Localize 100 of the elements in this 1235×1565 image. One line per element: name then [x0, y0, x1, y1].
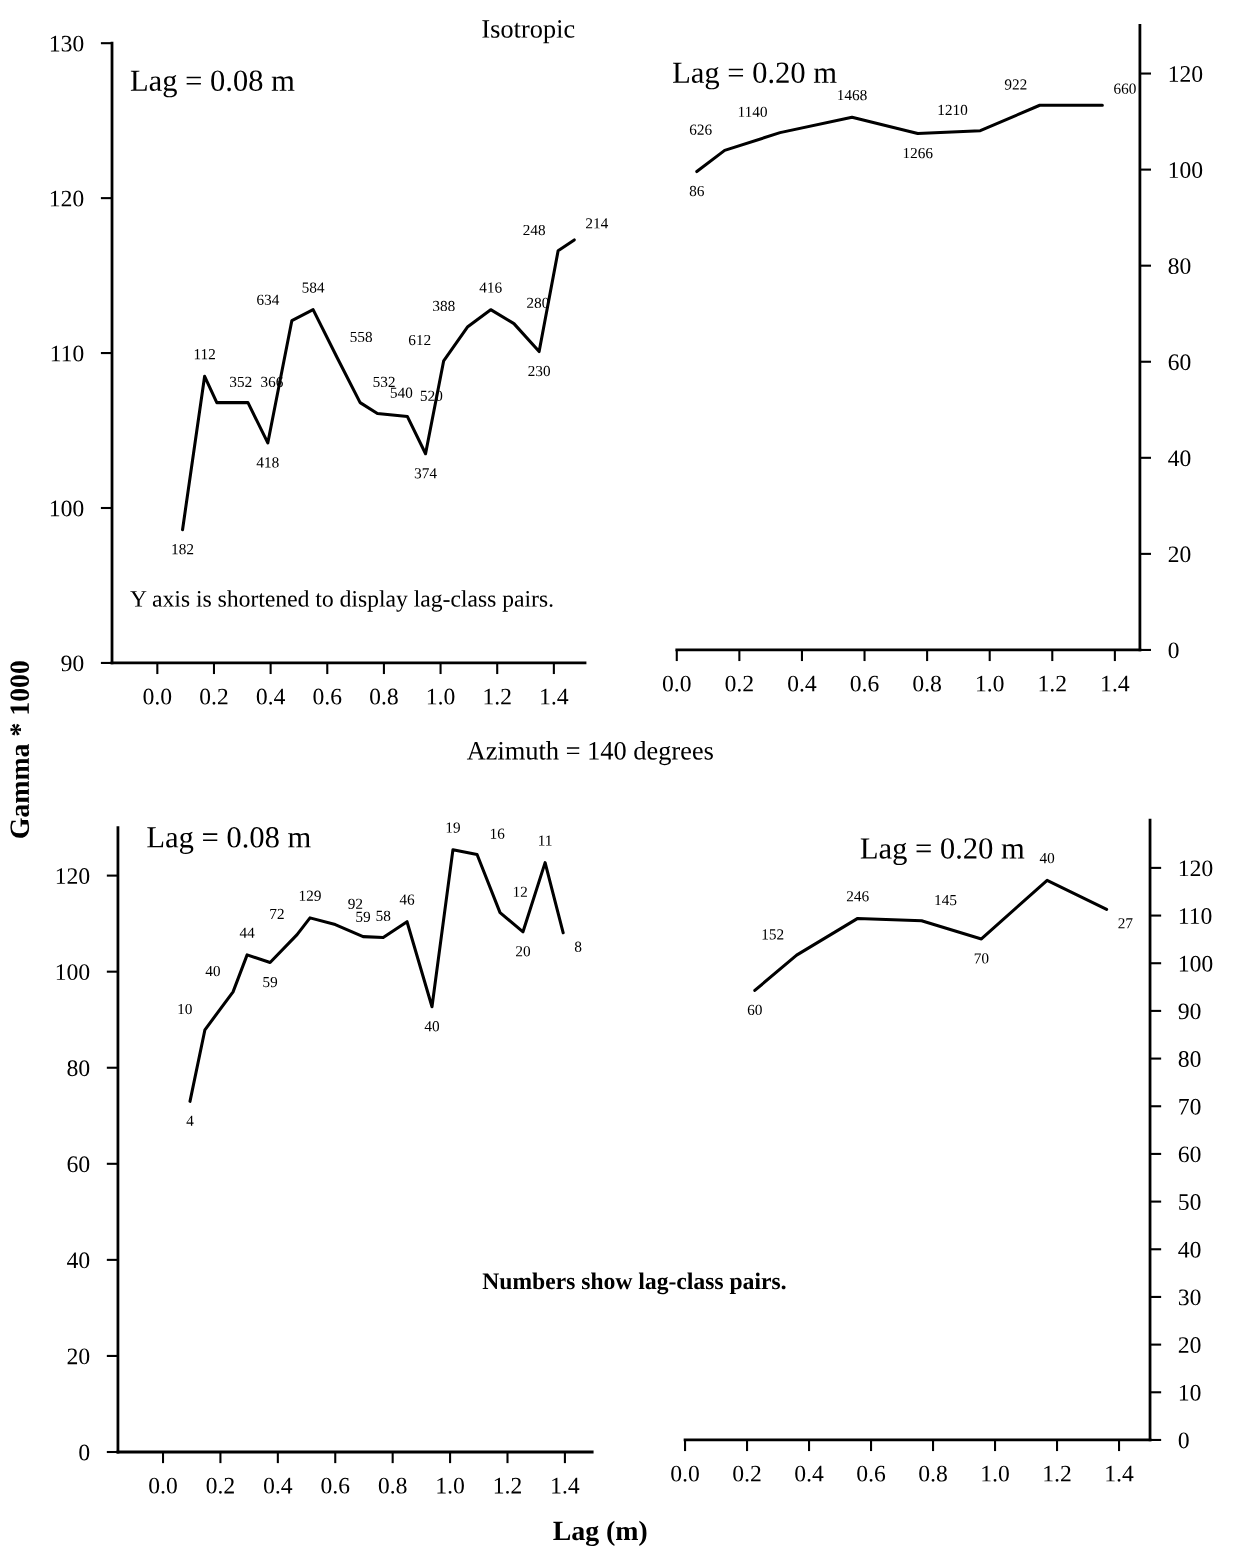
y-tick-label: 100 [1179, 955, 1213, 972]
annotation: 92 [348, 898, 363, 909]
x-tick-label: 0.6 [850, 675, 879, 692]
x-tick-label: 0.0 [143, 688, 172, 705]
x-tick-label: 1.0 [437, 1477, 464, 1494]
x-axis-title: Lag (m) [553, 1520, 647, 1547]
annotation: 214 [586, 218, 609, 229]
annotation: 59 [356, 911, 371, 922]
annotation: 112 [194, 349, 215, 360]
y-tick-label: 110 [1179, 908, 1212, 924]
y-tick-label: 30 [1178, 1289, 1201, 1306]
annotation: 418 [256, 457, 279, 468]
annotation: 230 [528, 365, 551, 377]
annotation: 70 [974, 953, 989, 964]
annotation: 660 [1114, 83, 1136, 94]
y-tick-label: 40 [67, 1252, 90, 1269]
annotation: 58 [376, 910, 391, 921]
x-tick-label: 1.4 [552, 1477, 580, 1494]
annotation: 40 [205, 965, 220, 977]
annotation: 60 [747, 1004, 762, 1016]
y-tick-label: 20 [67, 1348, 90, 1365]
text: Lag = 0.08 m [130, 70, 295, 98]
y-axis-title: Gamma * 1000 [10, 661, 30, 838]
y-tick-label: 120 [1179, 860, 1213, 877]
annotation: 1266 [903, 147, 933, 159]
annotation: 72 [270, 908, 284, 919]
y-tick-label: 40 [1168, 450, 1191, 467]
annotation: 532 [373, 376, 395, 388]
x-tick-label: 0.8 [913, 675, 941, 692]
y-tick-label: 60 [1178, 1146, 1201, 1163]
y-tick-label: 0 [1178, 1432, 1189, 1449]
annotation: 1210 [938, 104, 968, 116]
annotation: 129 [299, 890, 321, 901]
annotation: 152 [762, 929, 784, 940]
x-tick-label: 1.4 [1102, 675, 1130, 692]
annotation: 20 [516, 946, 531, 957]
x-tick-label: 0.4 [256, 688, 286, 705]
x-tick-label: 0.6 [857, 1465, 886, 1482]
x-tick-label: 0.0 [671, 1465, 699, 1482]
x-tick-label: 0.2 [200, 688, 228, 705]
x-tick-label: 0.4 [788, 675, 817, 692]
annotation: Y axis is shortened to display lag-class pairs. [130, 590, 553, 612]
x-tick-label: 1.2 [1044, 1465, 1071, 1482]
annotation: 612 [408, 334, 431, 346]
x-tick-label: 1.4 [541, 688, 569, 705]
y-tick-label: 20 [1178, 1337, 1201, 1354]
annotation: 388 [433, 300, 455, 312]
x-tick-label: 0.8 [919, 1465, 947, 1482]
y-tick-label: 10 [1179, 1384, 1201, 1401]
annotation: 19 [446, 822, 460, 833]
y-tick-label: 90 [1178, 1003, 1201, 1020]
x-tick-label: 1.2 [484, 688, 511, 705]
y-tick-label: 110 [51, 345, 84, 362]
y-tick-label: 120 [1169, 66, 1203, 82]
y-tick-label: 90 [61, 655, 84, 672]
annotation: 40 [1039, 852, 1055, 864]
x-tick-label: 0.8 [378, 1477, 407, 1494]
y-tick-label: 80 [67, 1060, 90, 1077]
y-tick-label: 100 [56, 964, 90, 981]
x-tick-label: 0.4 [795, 1465, 824, 1482]
text: Lag = 0.20 m [860, 838, 1025, 866]
annotation: 10 [178, 1003, 192, 1015]
annotation: 8 [574, 941, 582, 952]
chart-subtitle: Lag = 0.08 m [147, 827, 311, 854]
annotation: 27 [1118, 918, 1133, 929]
x-tick-label: 1.0 [982, 1465, 1009, 1482]
x-tick-label: 0.4 [263, 1477, 293, 1494]
text: Lag = 0.20 m [673, 62, 837, 90]
y-tick-label: 60 [67, 1156, 90, 1173]
y-tick-label: 120 [56, 868, 90, 885]
x-tick-label: 0.6 [313, 688, 342, 705]
annotation: 182 [172, 544, 194, 555]
annotation: 922 [1004, 79, 1027, 90]
y-tick-label: 60 [1168, 354, 1191, 371]
line-series [181, 238, 576, 532]
annotation: 246 [846, 891, 869, 902]
y-tick-label: 0 [1168, 642, 1179, 659]
x-tick-label: 0.0 [662, 675, 691, 692]
x-tick-label: 0.8 [370, 688, 398, 705]
annotation: 145 [935, 894, 957, 906]
annotation: 40 [424, 1021, 440, 1032]
y-tick-label: 50 [1179, 1194, 1201, 1211]
y-tick-label: 130 [50, 35, 84, 52]
annotation: 59 [263, 976, 278, 988]
y-tick-label: 100 [50, 500, 84, 517]
x-tick-label: 1.0 [977, 675, 1004, 692]
annotation: 4 [186, 1115, 194, 1126]
annotation: 46 [399, 894, 415, 905]
annotation: 352 [230, 376, 252, 388]
y-tick-label: 80 [1178, 1051, 1201, 1067]
line-series [753, 878, 1109, 992]
annotation: Numbers show lag-class pairs. [482, 1272, 786, 1295]
annotation: 540 [390, 387, 413, 398]
annotation: 1140 [738, 106, 767, 118]
y-tick-label: 80 [1168, 258, 1191, 275]
y-tick-label: 70 [1179, 1098, 1201, 1115]
annotation: 248 [523, 224, 546, 236]
x-tick-label: 0.6 [321, 1477, 350, 1494]
annotation: 374 [414, 468, 437, 479]
annotation: 1468 [838, 89, 867, 101]
